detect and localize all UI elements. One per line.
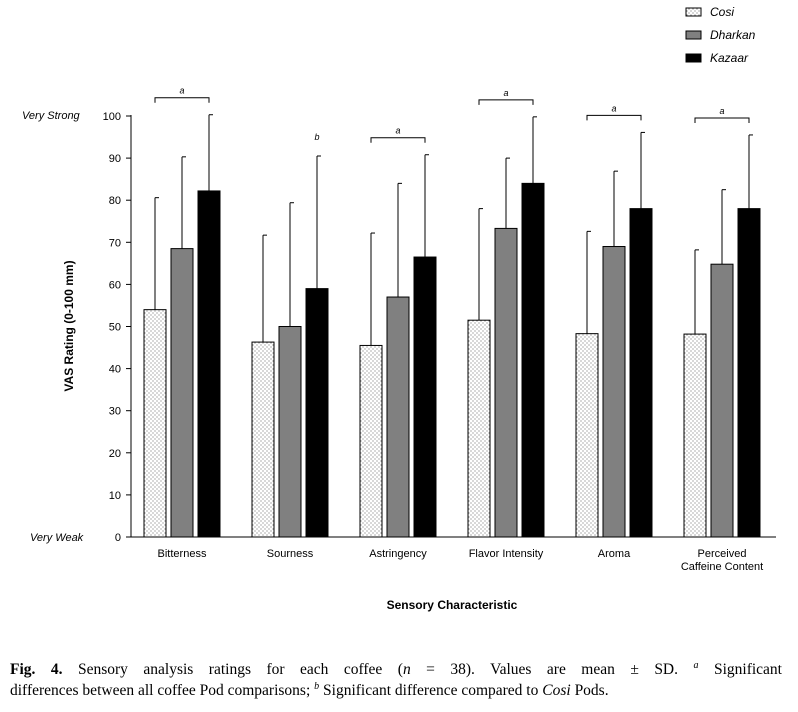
caption-n-symbol: n [402,661,411,678]
x-tick-label-perceived-caffeine-content: Perceived Caffeine Content [681,548,763,573]
significance-label-aroma: a [611,103,616,113]
bar-sourness-dharkan [278,326,302,538]
bar-flavor-intensity-kazaar [521,182,545,538]
significance-bracket-bitterness [154,97,210,103]
bar-perceived-caffeine-content-dharkan [710,263,734,538]
caption-line-2: differences between all coffee Pod compa… [10,680,782,701]
y-tick-label-10: 10 [109,490,121,502]
legend-swatch-cosi [685,7,702,17]
significance-marker-sourness: b [314,132,319,142]
y-tick-label-40: 40 [109,364,121,376]
legend-swatch-dharkan [685,30,702,40]
significance-label-flavor-intensity: a [503,88,508,98]
bar-flavor-intensity-dharkan [494,227,518,538]
x-tick-label-bitterness: Bitterness [158,548,207,560]
caption-cosi: Cosi [542,682,571,699]
significance-bracket-perceived-caffeine-content [694,117,750,123]
x-tick-label-sourness: Sourness [267,548,314,560]
anchor-label-top: Very Strong [22,110,81,122]
bar-aroma-dharkan [602,246,626,538]
x-tick-labels: Bitterness Sourness Astringency Flavor Inte… [158,548,764,573]
bar-bitterness-dharkan [170,248,194,538]
error-bars [154,114,753,346]
legend: Cosi Dharkan Kazaar [685,5,756,65]
y-tick-label-70: 70 [109,237,121,249]
significance-bracket-flavor-intensity [478,99,534,105]
x-tick-label-flavor-intensity: Flavor Intensity [469,548,544,560]
y-tick-label-100: 100 [103,111,121,123]
caption-text-3: Significant [698,661,782,678]
significance-label-astringency: a [395,126,400,136]
bar-bitterness-kazaar [197,190,221,538]
bar-bitterness-cosi [143,309,167,538]
bar-sourness-cosi [251,341,275,538]
axes [130,115,776,538]
legend-label-kazaar: Kazaar [710,51,749,65]
y-tick-label-50: 50 [109,322,121,334]
bar-perceived-caffeine-content-cosi [683,333,707,538]
x-tick-label-aroma: Aroma [598,548,631,560]
bar-astringency-cosi [359,344,383,538]
x-axis-label: Sensory Characteristic [387,598,518,612]
bar-sourness-kazaar [305,288,329,538]
y-tick-label-80: 80 [109,195,121,207]
anchor-label-bottom: Very Weak [30,532,84,544]
bars [143,182,761,538]
y-tick-label-20: 20 [109,448,121,460]
caption-text-6: Pods. [570,682,609,699]
significance-bracket-astringency [370,137,426,143]
legend-label-cosi: Cosi [710,5,734,19]
bar-perceived-caffeine-content-kazaar [737,208,761,538]
caption-sup-a: a [693,660,699,671]
y-tick-label-90: 90 [109,153,121,165]
figure-caption: Fig. 4. Sensory analysis ratings for eac… [10,659,782,701]
significance-annotations: a b a a a a [154,86,750,143]
y-tick-label-60: 60 [109,279,121,291]
caption-text-1: Sensory analysis ratings for each coffee… [62,661,403,678]
caption-text-4: differences between all coffee Pod compa… [10,682,315,699]
x-tick-label-astringency: Astringency [369,548,427,560]
significance-label-perceived-caffeine-content: a [719,106,724,116]
bar-flavor-intensity-cosi [467,319,491,538]
caption-line-1: Fig. 4. Sensory analysis ratings for eac… [10,659,782,680]
bar-astringency-kazaar [413,256,437,538]
bar-aroma-cosi [575,333,599,538]
y-tick-label-30: 30 [109,406,121,418]
y-ticks: 0 10 20 30 40 50 60 70 80 90 100 [103,111,131,544]
significance-label-bitterness: a [179,86,184,96]
y-axis-label: VAS Rating (0-100 mm) [62,260,76,391]
bar-astringency-dharkan [386,296,410,538]
caption-text-2: = 38). Values are mean ± SD. [410,661,694,678]
legend-swatch-kazaar [685,53,702,63]
bar-chart: Cosi Dharkan Kazaar a b a a a a 0 10 20 30 40 50 60 70… [22,5,776,612]
figure-label: Fig. 4. [10,661,63,678]
significance-bracket-aroma [586,114,642,121]
bar-aroma-kazaar [629,208,653,538]
y-tick-label-0: 0 [115,532,121,544]
caption-sup-b: b [314,681,320,692]
legend-label-dharkan: Dharkan [710,28,756,42]
caption-text-5: Significant difference compared to [319,682,543,699]
